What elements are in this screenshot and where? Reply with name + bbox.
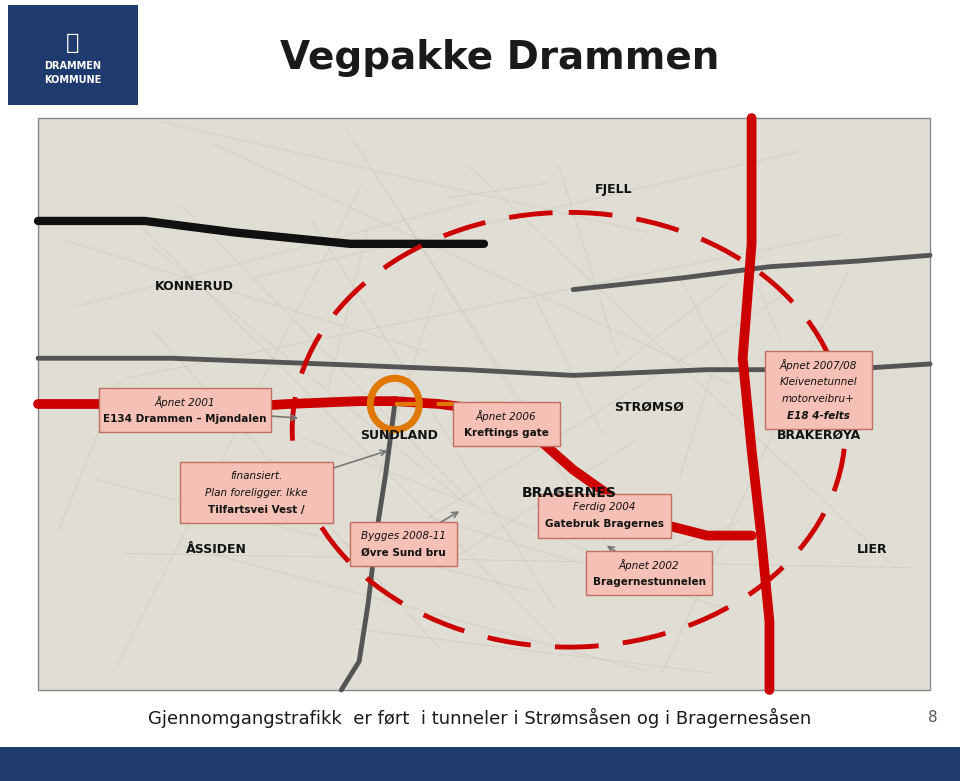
Text: Ferdig 2004: Ferdig 2004 — [573, 502, 636, 512]
Text: Øvre Sund bru: Øvre Sund bru — [361, 548, 446, 558]
Text: STRØMSØ: STRØMSØ — [614, 401, 684, 413]
Bar — [0, 747, 960, 781]
Text: Bragernestunnelen: Bragernestunnelen — [592, 576, 706, 587]
Text: LIER: LIER — [856, 544, 887, 556]
Text: Åpnet 2002: Åpnet 2002 — [618, 558, 680, 571]
Text: Plan foreligger. Ikke: Plan foreligger. Ikke — [205, 488, 308, 498]
FancyBboxPatch shape — [586, 551, 712, 595]
Text: Kleivenetunnel: Kleivenetunnel — [780, 376, 857, 387]
Text: Kreftings gate: Kreftings gate — [464, 428, 549, 438]
Text: finansiert.: finansiert. — [230, 471, 283, 481]
Text: Åpnet 2007/08: Åpnet 2007/08 — [780, 358, 857, 371]
Text: BRAGERNES: BRAGERNES — [521, 486, 616, 500]
FancyBboxPatch shape — [350, 522, 457, 566]
Text: DRAMMEN
KOMMUNE: DRAMMEN KOMMUNE — [44, 62, 102, 84]
Text: Tilfartsvei Vest /: Tilfartsvei Vest / — [208, 505, 305, 515]
Text: SUNDLAND: SUNDLAND — [360, 429, 438, 442]
Text: E134 Drammen – Mjøndalen: E134 Drammen – Mjøndalen — [104, 414, 267, 423]
FancyBboxPatch shape — [99, 387, 271, 432]
Text: 8: 8 — [928, 711, 938, 726]
FancyBboxPatch shape — [538, 494, 671, 537]
FancyBboxPatch shape — [180, 462, 333, 523]
Text: FJELL: FJELL — [594, 183, 632, 196]
Text: KONNERUD: KONNERUD — [155, 280, 233, 293]
Text: Gjennomgangstrafikk  er ført  i tunneler i Strømsåsen og i Bragernesåsen: Gjennomgangstrafikk er ført i tunneler i… — [149, 708, 811, 728]
Bar — [8, 5, 138, 105]
Text: Gatebruk Bragernes: Gatebruk Bragernes — [545, 519, 664, 530]
FancyBboxPatch shape — [765, 351, 872, 429]
Text: E18 4-felts: E18 4-felts — [787, 411, 850, 421]
Text: motorveibru+: motorveibru+ — [782, 394, 855, 404]
Text: 🏛: 🏛 — [66, 33, 80, 53]
Text: Vegpakke Drammen: Vegpakke Drammen — [280, 39, 720, 77]
FancyBboxPatch shape — [453, 402, 560, 446]
Text: BRAKERØYA: BRAKERØYA — [777, 429, 860, 442]
Text: Åpnet 2001: Åpnet 2001 — [155, 396, 215, 408]
Text: Åpnet 2006: Åpnet 2006 — [476, 410, 537, 422]
Bar — [38, 118, 930, 690]
Text: ÅSSIDEN: ÅSSIDEN — [186, 544, 247, 556]
Text: Bygges 2008-11: Bygges 2008-11 — [361, 531, 446, 541]
